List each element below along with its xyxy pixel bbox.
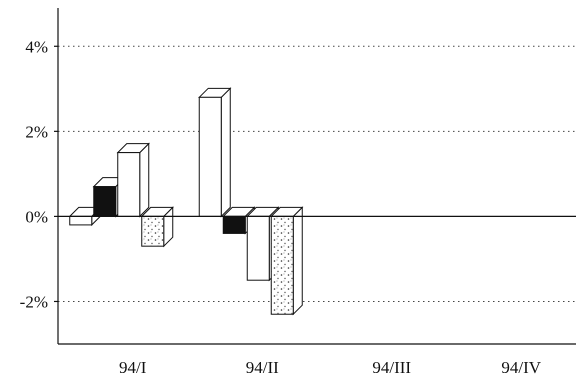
bar-front — [198, 96, 222, 217]
axes — [54, 8, 576, 345]
bar-side — [292, 206, 303, 316]
bar-front — [246, 215, 270, 281]
y-tick-label: 2% — [25, 122, 48, 141]
bar-front — [141, 215, 165, 247]
x-tick-label: 94/II — [246, 358, 279, 377]
bar — [116, 142, 150, 218]
x-tick-label: 94/III — [372, 358, 411, 377]
bar-front — [69, 215, 93, 226]
bar-front — [117, 152, 141, 217]
y-tick-label: 4% — [25, 37, 48, 56]
tick-labels: 4% 2% 0% -2% 94/I 94/II 94/III 94/IV — [20, 37, 542, 377]
y-tick-label: 0% — [25, 207, 48, 226]
bar — [198, 87, 232, 218]
bar-front — [270, 215, 294, 315]
bar-front — [93, 186, 117, 217]
y-tick-label: -2% — [20, 292, 48, 311]
x-tick-label: 94/I — [119, 358, 147, 377]
bar-side — [139, 142, 150, 218]
grid-lines — [58, 45, 576, 302]
bar-side — [220, 87, 231, 218]
bar-front — [222, 215, 246, 234]
bar — [270, 206, 304, 316]
bars — [68, 87, 304, 316]
bar — [140, 206, 174, 248]
x-tick-label: 94/IV — [501, 358, 541, 377]
